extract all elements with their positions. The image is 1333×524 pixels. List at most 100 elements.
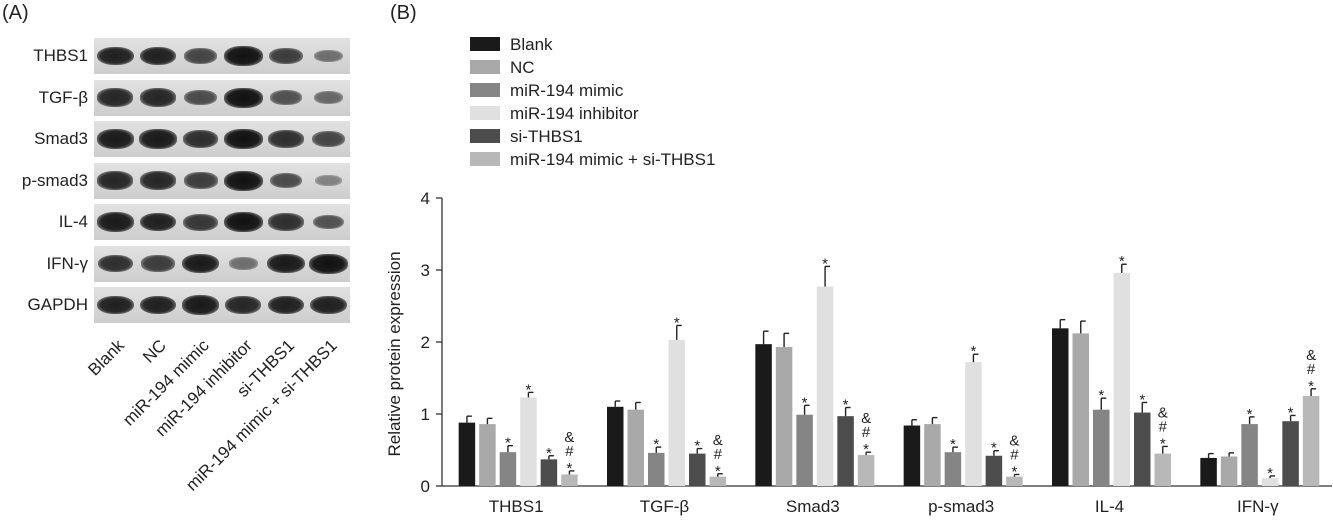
blot-band bbox=[225, 295, 262, 315]
bar bbox=[965, 362, 982, 486]
blot-row: p-smad3 bbox=[0, 161, 360, 201]
bar bbox=[1154, 453, 1171, 486]
blot-band bbox=[269, 47, 303, 65]
blot-band bbox=[184, 48, 218, 64]
bar bbox=[1200, 457, 1217, 486]
y-tick-label: 2 bbox=[421, 333, 430, 352]
x-tick-label: IFN-γ bbox=[1237, 497, 1279, 516]
blot-band bbox=[269, 172, 303, 189]
bar bbox=[479, 424, 496, 486]
significance-mark: & bbox=[713, 432, 723, 449]
x-tick-label: IL-4 bbox=[1095, 497, 1124, 516]
significance-mark: * bbox=[505, 435, 511, 452]
blot-protein-label: GAPDH bbox=[27, 295, 88, 314]
significance-mark: * bbox=[950, 436, 956, 453]
significance-mark: * bbox=[970, 343, 976, 360]
legend-label: miR-194 inhibitor bbox=[510, 104, 639, 123]
y-tick-label: 1 bbox=[421, 405, 430, 424]
bar bbox=[1282, 421, 1299, 486]
bar bbox=[607, 406, 624, 486]
bar bbox=[816, 286, 834, 486]
blot-lane-label: Blank bbox=[84, 335, 128, 379]
bar bbox=[903, 425, 921, 486]
significance-mark: * bbox=[566, 460, 572, 477]
blot-band bbox=[224, 170, 263, 191]
significance-mark: * bbox=[863, 441, 869, 458]
x-tick-label: THBS1 bbox=[489, 497, 544, 516]
bar bbox=[561, 474, 578, 486]
blot-strip bbox=[94, 121, 350, 157]
legend-label: miR-194 mimic + si-THBS1 bbox=[510, 150, 715, 169]
significance-mark: * bbox=[525, 381, 531, 398]
significance-mark: * bbox=[653, 436, 659, 453]
significance-mark: * bbox=[715, 463, 721, 480]
legend-swatch bbox=[470, 60, 500, 74]
significance-mark: * bbox=[843, 397, 849, 414]
bar bbox=[944, 452, 962, 486]
blot-row: THBS1 bbox=[0, 36, 360, 76]
significance-mark: # bbox=[1307, 361, 1316, 378]
blot-band bbox=[267, 295, 305, 315]
blot-band bbox=[228, 257, 258, 270]
panel-b-label: (B) bbox=[390, 2, 417, 24]
significance-mark: & bbox=[564, 429, 574, 446]
bar bbox=[627, 409, 644, 486]
significance-mark: # bbox=[1010, 446, 1019, 463]
blot-band bbox=[96, 212, 135, 232]
significance-mark: * bbox=[1247, 406, 1253, 423]
blot-strip bbox=[94, 79, 350, 116]
bar bbox=[1052, 328, 1069, 486]
blot-row: IFN-γ bbox=[0, 244, 360, 284]
significance-mark: * bbox=[546, 445, 552, 462]
y-tick-label: 0 bbox=[421, 477, 430, 496]
legend-label: si-THBS1 bbox=[510, 127, 583, 146]
blot-band bbox=[139, 171, 177, 190]
bar bbox=[668, 339, 685, 486]
x-tick-label: p-smad3 bbox=[928, 497, 994, 516]
bar bbox=[709, 476, 726, 486]
blot-band bbox=[141, 255, 175, 272]
legend-swatch bbox=[470, 37, 500, 51]
blot-band bbox=[181, 295, 220, 315]
significance-mark: & bbox=[1009, 432, 1019, 449]
blot-band bbox=[96, 129, 135, 149]
bar bbox=[689, 453, 706, 486]
blot-row: GAPDH bbox=[0, 285, 360, 325]
legend-label: NC bbox=[510, 58, 535, 77]
significance-mark: * bbox=[694, 438, 700, 455]
blot-protein-label: IFN-γ bbox=[46, 253, 88, 273]
panel-a-label: (A) bbox=[2, 2, 29, 24]
blot-lane-label: NC bbox=[139, 335, 171, 367]
blot-row: IL-4 bbox=[0, 202, 360, 242]
bar bbox=[458, 422, 476, 486]
blot-band bbox=[312, 214, 345, 230]
bar bbox=[1134, 412, 1151, 486]
blot-band bbox=[184, 89, 217, 106]
bar bbox=[837, 416, 854, 486]
blot-strip bbox=[94, 287, 350, 323]
bar bbox=[1113, 272, 1130, 486]
blot-band bbox=[96, 46, 134, 66]
y-tick-label: 3 bbox=[421, 261, 430, 280]
blot-row: Smad3 bbox=[0, 119, 360, 159]
blot-protein-label: Smad3 bbox=[34, 129, 88, 148]
significance-mark: # bbox=[714, 446, 723, 463]
bar bbox=[1006, 476, 1023, 486]
bar bbox=[1072, 333, 1089, 486]
significance-mark: & bbox=[861, 410, 871, 427]
blot-band bbox=[310, 295, 348, 315]
blot-band bbox=[268, 130, 304, 148]
blot-band bbox=[139, 129, 177, 149]
significance-mark: * bbox=[1011, 463, 1017, 480]
blot-band bbox=[312, 131, 346, 147]
blot-band bbox=[183, 213, 218, 231]
blot-band bbox=[139, 295, 177, 315]
blot-band bbox=[181, 253, 220, 274]
significance-mark: * bbox=[1267, 465, 1273, 482]
bar bbox=[755, 344, 772, 486]
bar bbox=[1261, 478, 1279, 486]
significance-mark: * bbox=[1139, 391, 1145, 408]
significance-mark: * bbox=[1288, 404, 1294, 421]
blot-band bbox=[139, 212, 177, 232]
